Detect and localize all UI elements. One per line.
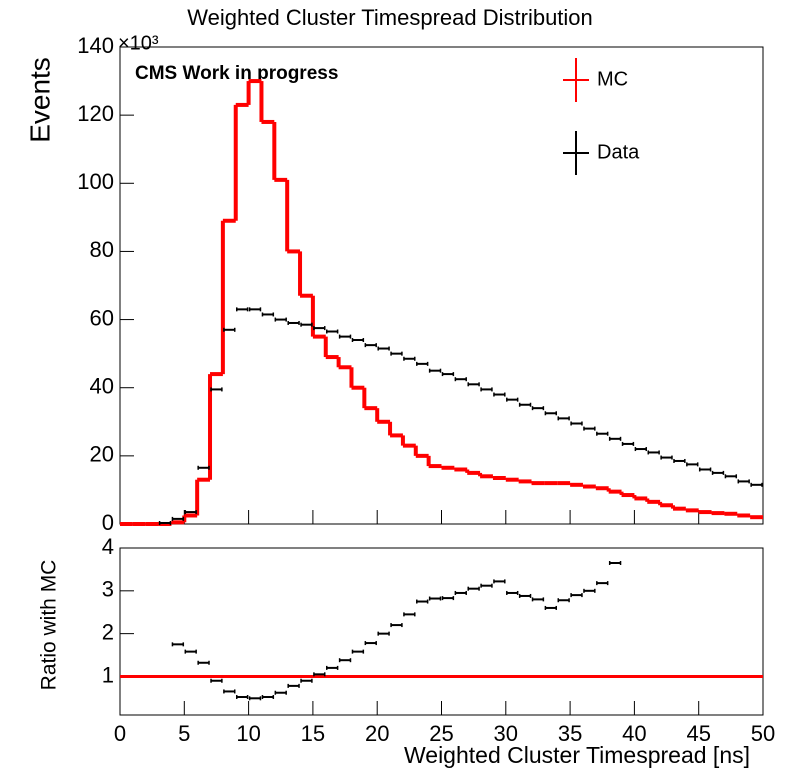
legend-label: Data [597,141,640,163]
legend-label: MC [597,68,628,90]
x-tick-label: 10 [236,721,260,746]
y-tick-label: 3 [102,577,114,602]
y-tick-label: 2 [102,619,114,644]
y-axis-title: Ratio with MC [38,560,61,691]
y-tick-label: 1 [102,662,114,687]
x-tick-label: 20 [365,721,389,746]
x-tick-label: 5 [178,721,190,746]
y-axis-title: Events [24,57,55,143]
x-tick-label: 40 [622,721,646,746]
y-tick-label: 40 [90,374,114,399]
x-tick-label: 0 [114,721,126,746]
y-tick-label: 80 [90,237,114,262]
x-tick-label: 45 [686,721,710,746]
annotation: CMS Work in progress [135,63,338,84]
x-tick-label: 35 [558,721,582,746]
y-exponent: ×10³ [118,32,159,54]
y-tick-label: 0 [102,510,114,535]
y-tick-label: 60 [90,305,114,330]
plot-frame [119,46,764,525]
chart-title: Weighted Cluster Timespread Distribution [187,5,593,30]
y-tick-label: 4 [102,534,114,559]
x-tick-label: 25 [429,721,453,746]
y-tick-label: 20 [90,442,114,467]
plot-frame [119,547,764,716]
x-tick-label: 30 [494,721,518,746]
x-tick-label: 50 [751,721,775,746]
y-tick-label: 120 [77,101,114,126]
y-tick-label: 140 [77,33,114,58]
x-axis-title: Weighted Cluster Timespread [ns] [404,742,750,768]
y-tick-label: 100 [77,169,114,194]
x-tick-label: 15 [301,721,325,746]
